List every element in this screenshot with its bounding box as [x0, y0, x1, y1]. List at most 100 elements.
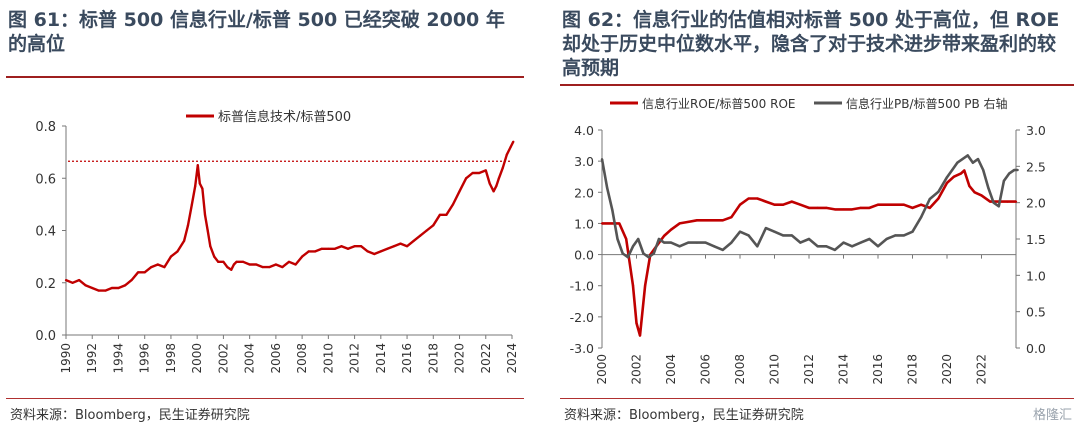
- right-figure-panel: 图 62：信息行业的估值相对标普 500 处于高位，但 ROE 却处于历史中位数…: [552, 0, 1080, 432]
- data-point: [968, 184, 971, 188]
- data-point: [951, 168, 954, 172]
- data-point: [678, 222, 681, 225]
- data-point: [327, 247, 330, 250]
- data-point: [816, 245, 819, 248]
- data-point: [373, 252, 376, 256]
- data-point: [91, 286, 94, 290]
- data-point: [1016, 168, 1019, 172]
- data-point: [104, 289, 107, 292]
- data-point: [920, 203, 923, 206]
- data-point: [419, 234, 422, 237]
- data-point: [868, 206, 871, 209]
- y-tick-label: 4.0: [574, 123, 594, 138]
- y2-tick-label: 2.0: [1026, 196, 1046, 211]
- x-tick-label: 2006: [699, 354, 713, 385]
- data-point: [911, 230, 914, 233]
- y2-tick-label: 0.5: [1026, 305, 1046, 320]
- data-point: [458, 190, 461, 193]
- data-point: [704, 219, 707, 222]
- data-point: [78, 279, 81, 282]
- data-point: [799, 203, 802, 206]
- data-point: [379, 250, 382, 253]
- data-point: [730, 216, 733, 219]
- data-point: [484, 169, 487, 172]
- data-point: [600, 157, 604, 161]
- y-tick-label: 2.0: [574, 185, 594, 200]
- y-tick-label: 0.4: [35, 225, 56, 240]
- data-point: [353, 245, 356, 248]
- data-point: [366, 250, 369, 253]
- x-tick-label: 2018: [906, 354, 920, 385]
- x-tick-label: 1990: [59, 343, 73, 374]
- data-point: [963, 169, 966, 172]
- left-figure-panel: 图 61：标普 500 信息行业/标普 500 已经突破 2000 年的高位 0…: [0, 0, 530, 432]
- data-point: [261, 265, 264, 269]
- data-point: [190, 203, 194, 206]
- legend-label: 标普信息技术/标普500: [218, 109, 351, 125]
- data-point: [678, 245, 681, 248]
- x-tick-label: 2014: [374, 343, 388, 374]
- data-point: [842, 208, 845, 211]
- data-point: [399, 242, 402, 245]
- data-point: [764, 227, 767, 230]
- data-point: [782, 234, 785, 237]
- data-point: [217, 260, 220, 263]
- data-point: [501, 166, 504, 169]
- data-point: [956, 161, 959, 164]
- data-point: [156, 263, 159, 266]
- data-point: [782, 203, 785, 206]
- y-tick-label: 0.2: [35, 277, 56, 292]
- x-tick-label: 2016: [871, 354, 885, 385]
- y-tick-label: 0.0: [574, 248, 594, 263]
- data-point: [600, 222, 604, 225]
- data-point: [851, 208, 854, 211]
- data-point: [937, 197, 940, 200]
- data-point: [471, 171, 474, 175]
- data-point: [663, 234, 666, 237]
- data-point: [287, 260, 291, 263]
- data-point: [945, 181, 949, 185]
- data-point: [618, 222, 621, 225]
- data-point: [747, 234, 750, 237]
- data-point: [213, 255, 216, 258]
- data-point: [248, 263, 251, 266]
- data-point: [790, 200, 793, 203]
- data-point: [961, 157, 964, 161]
- x-tick-label: 2010: [768, 354, 782, 385]
- data-point: [1006, 200, 1009, 203]
- x-tick-label: 2012: [802, 354, 816, 385]
- left-source-divider: [6, 398, 524, 399]
- y2-tick-label: 2.5: [1026, 159, 1046, 174]
- data-point: [644, 284, 647, 287]
- data-point: [451, 203, 455, 206]
- y2-tick-label: 1.0: [1026, 268, 1046, 283]
- data-point: [738, 203, 742, 206]
- data-point: [222, 260, 225, 263]
- data-point: [198, 182, 201, 185]
- data-point: [241, 260, 245, 263]
- data-point: [652, 252, 655, 255]
- data-point: [642, 252, 645, 255]
- data-point: [255, 263, 258, 266]
- data-point: [851, 245, 854, 248]
- x-tick-label: 2004: [664, 354, 678, 385]
- data-point: [150, 265, 153, 269]
- data-point: [971, 161, 974, 164]
- data-point: [307, 250, 310, 253]
- data-point: [980, 194, 983, 197]
- data-point: [764, 200, 767, 203]
- data-point: [747, 197, 750, 200]
- x-tick-label: 2000: [190, 343, 204, 374]
- data-point: [512, 140, 515, 143]
- right-source-divider: [560, 398, 1074, 399]
- data-point: [894, 203, 897, 206]
- data-point: [196, 164, 199, 167]
- data-point: [625, 237, 628, 241]
- y-tick-label: -3.0: [570, 341, 594, 356]
- left-source-note: 资料来源：Bloomberg，民生证券研究院: [10, 408, 250, 423]
- data-point: [842, 241, 845, 244]
- data-point: [626, 256, 629, 259]
- left-chart: 0.0 0.2 0.4 0.6 0.8 1990 1992 1994 1996 1998 2000 2…: [35, 109, 519, 374]
- data-point: [492, 190, 495, 193]
- x-tick-label: 2022: [975, 354, 989, 385]
